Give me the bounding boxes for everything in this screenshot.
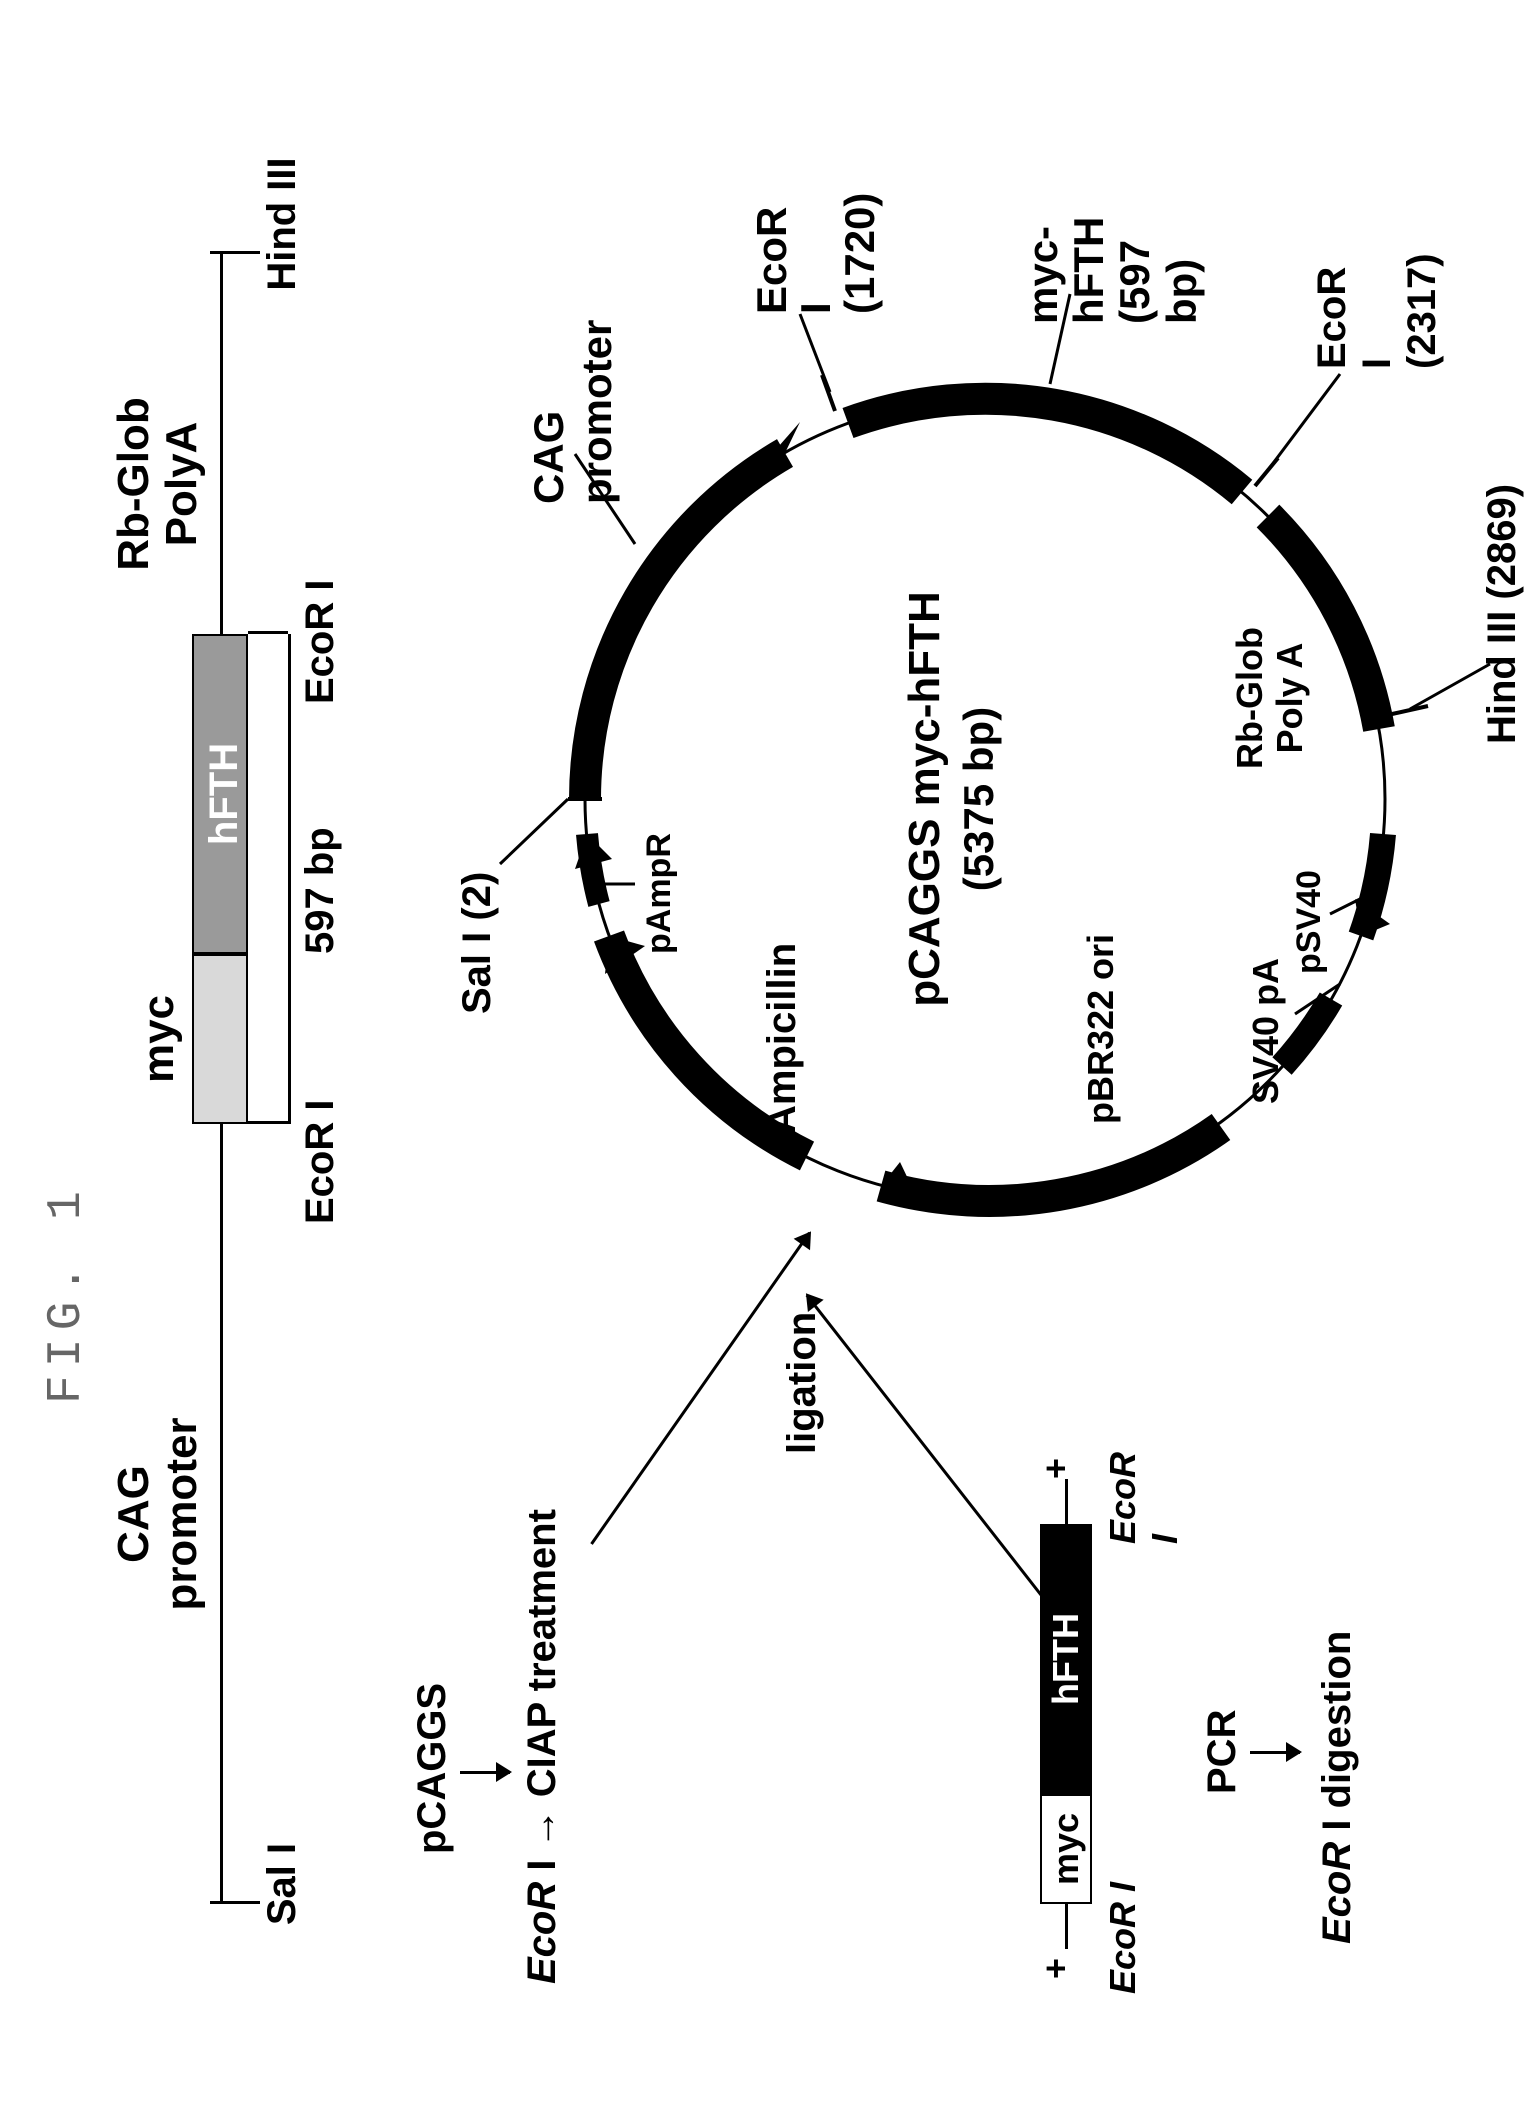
- label-ecor-r: EcoR I: [298, 580, 343, 704]
- insert-line-r: [1065, 1479, 1068, 1524]
- lbl-pbr: pBR322 ori: [1080, 934, 1122, 1124]
- lbl-sal: Sal I (2): [455, 872, 500, 1014]
- insert-line-l: [1065, 1904, 1068, 1949]
- label-pcaggs: pCAGGS: [410, 1683, 455, 1854]
- label-pcr: PCR: [1200, 1710, 1245, 1794]
- tick-sal: [210, 1901, 260, 1904]
- label-sal: Sal I: [260, 1824, 305, 1944]
- lbl-hind: Hind III (2869): [1480, 484, 1525, 744]
- linear-segment-polya: [220, 254, 223, 634]
- label-hind: Hind III: [260, 124, 305, 324]
- insert-fragment: + myc hFTH + EcoR I EcoR I: [990, 1454, 1190, 1974]
- tick-ecor-r: [248, 631, 288, 634]
- plasmid-name: pCAGGS myc-hFTH: [900, 554, 950, 1044]
- hfth-box: hFTH: [192, 634, 248, 954]
- lbl-rbglob: Rb-Glob Poly A: [1230, 627, 1309, 769]
- figure-title: FIG. 1: [40, 1183, 94, 1404]
- myc-box: myc: [192, 954, 248, 1124]
- linear-construct: myc hFTH Sal I CAG promoter Rb-Glob Poly…: [120, 254, 370, 1904]
- insert-myc-label: myc: [1042, 1796, 1090, 1902]
- arrow-pcaggs: [460, 1771, 510, 1774]
- label-ecor-l: EcoR I: [298, 1100, 343, 1224]
- label-treatment: EcoR I → CIAP treatment: [520, 1509, 565, 1984]
- lbl-mychfth: myc-hFTH (597 bp): [1020, 217, 1205, 324]
- insert-myc-box: myc: [1040, 1794, 1092, 1904]
- lbl-ecor1: EcoR I (1720): [750, 193, 882, 314]
- tick-hind: [210, 251, 260, 254]
- diagram-canvas: FIG. 1 myc hFTH Sal I CAG promoter Rb-Gl…: [0, 0, 1539, 2104]
- hfth-label: hFTH: [202, 636, 247, 952]
- insert-hfth-box: hFTH: [1040, 1524, 1092, 1794]
- lbl-psv40: pSV40: [1290, 870, 1329, 974]
- cross-right: +: [1035, 1458, 1077, 1479]
- label-cag: CAG promoter: [110, 1384, 207, 1644]
- bracket-line: [288, 634, 291, 1124]
- arrow-pcr: [1250, 1751, 1300, 1754]
- insert-hfth-label: hFTH: [1042, 1526, 1090, 1792]
- insert-ecor-r: EcoR I: [1102, 1452, 1186, 1544]
- tick-ecor-l: [248, 1121, 288, 1124]
- lbl-pamp: pAmpR: [640, 833, 679, 954]
- linear-segment-promoter: [220, 1124, 223, 1904]
- lbl-cag: CAG promoter: [525, 274, 621, 504]
- cross-left: +: [1035, 1958, 1077, 1979]
- label-digest: EcoR I digestion: [1315, 1631, 1360, 1944]
- plasmid-map: pCAGGS myc-hFTH (5375 bp) Sal I (2) CAG …: [460, 274, 1510, 1324]
- lbl-sv40pa: SV40 pA: [1245, 958, 1287, 1104]
- lbl-ecor2: EcoR I (2317): [1310, 253, 1445, 369]
- lbl-amp: Ampicillin: [760, 943, 805, 1134]
- label-rbglob: Rb-Glob PolyA: [110, 374, 207, 594]
- insert-ecor-l: EcoR I: [1102, 1882, 1144, 1994]
- label-size: 597 bp: [298, 827, 343, 954]
- myc-label: myc: [134, 956, 184, 1122]
- ligation-label: ligation: [780, 1312, 825, 1454]
- plasmid-size: (5375 bp): [955, 554, 1003, 1044]
